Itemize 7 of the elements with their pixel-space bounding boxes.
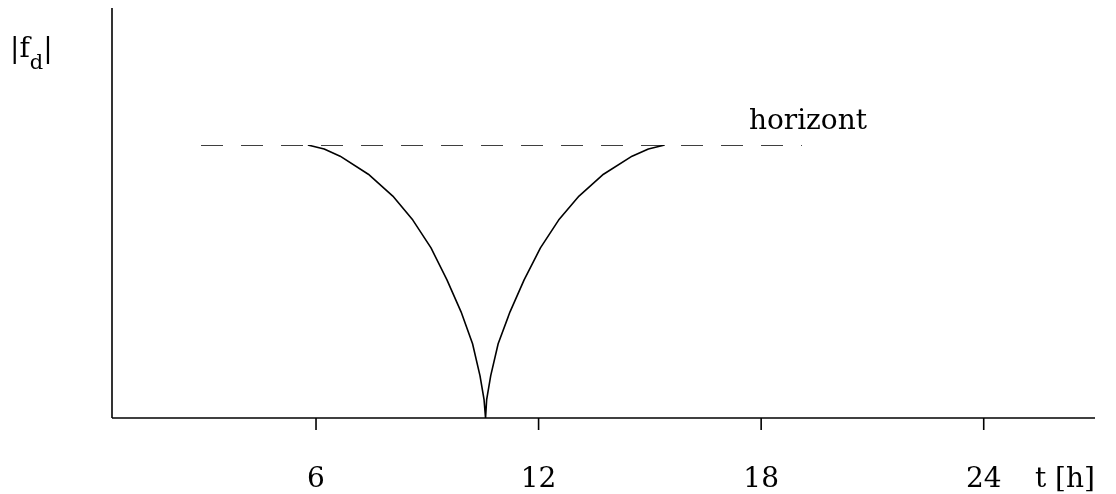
x-tick-label: 12 — [520, 460, 557, 494]
y-axis-title: |f$_{d}$| — [10, 31, 53, 74]
series-label: horizont — [748, 103, 868, 136]
x-tick-label: 18 — [743, 460, 779, 494]
x-tick-label: 24 — [965, 460, 1002, 494]
x-axis-title: t [h] — [1034, 461, 1095, 494]
x-tick-label: 6 — [307, 460, 325, 494]
